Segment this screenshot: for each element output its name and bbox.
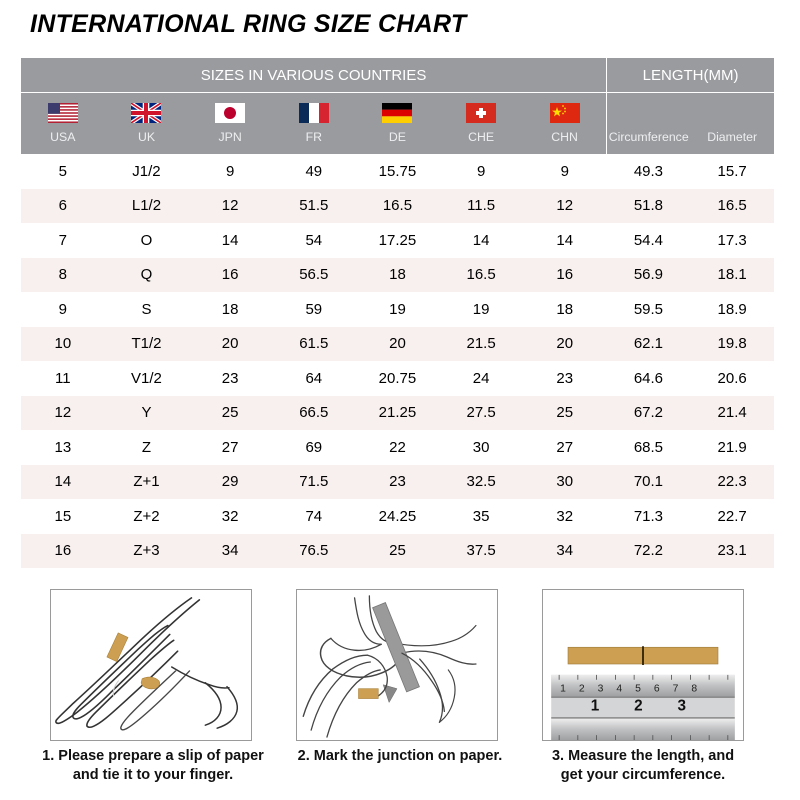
svg-text:7: 7	[673, 684, 679, 695]
svg-text:1: 1	[591, 697, 600, 714]
svg-text:3: 3	[678, 697, 687, 714]
svg-text:4: 4	[616, 684, 622, 695]
svg-text:2: 2	[634, 697, 643, 714]
svg-text:8: 8	[691, 684, 697, 695]
svg-text:1: 1	[560, 684, 566, 695]
svg-text:6: 6	[654, 684, 660, 695]
svg-text:2: 2	[579, 684, 585, 695]
svg-text:5: 5	[635, 684, 641, 695]
svg-text:3: 3	[598, 684, 604, 695]
